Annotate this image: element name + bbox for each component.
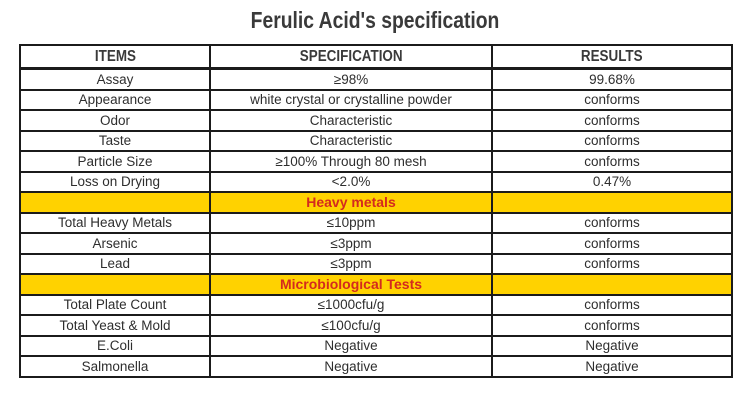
item-cell: Odor — [19, 109, 211, 132]
result-cell: conforms — [491, 150, 733, 173]
result-cell: conforms — [491, 293, 733, 316]
item-cell: Loss on Drying — [19, 170, 211, 193]
result-cell: conforms — [491, 252, 733, 275]
table-row: E.Coli Negative Negative — [19, 334, 733, 357]
spec-cell: ≥98% — [209, 67, 493, 91]
item-cell: Arsenic — [19, 232, 211, 255]
spec-cell: ≤3ppm — [209, 232, 493, 255]
spec-cell: Negative — [209, 334, 493, 357]
result-cell: 0.47% — [491, 170, 733, 193]
column-header-specification: SPECIFICATION — [209, 44, 493, 70]
item-cell: Particle Size — [19, 150, 211, 173]
result-cell: conforms — [491, 211, 733, 234]
table-row: Arsenic ≤3ppm conforms — [19, 232, 733, 255]
spec-cell: Negative — [209, 355, 493, 378]
table-row: Total Heavy Metals ≤10ppm conforms — [19, 211, 733, 234]
column-header-items: ITEMS — [19, 44, 211, 70]
section-empty-cell — [491, 273, 733, 296]
table-row: Taste Characteristic conforms — [19, 129, 733, 152]
table-row: Particle Size ≥100% Through 80 mesh conf… — [19, 150, 733, 173]
column-header-results: RESULTS — [491, 44, 733, 70]
section-row-heavy-metals: Heavy metals — [19, 191, 733, 214]
spec-cell: ≤100cfu/g — [209, 314, 493, 337]
table-row: Loss on Drying <2.0% 0.47% — [19, 170, 733, 193]
spec-cell: ≤1000cfu/g — [209, 293, 493, 316]
table-row: Appearance white crystal or crystalline … — [19, 88, 733, 111]
section-empty-cell — [19, 191, 211, 214]
item-cell: Total Yeast & Mold — [19, 314, 211, 337]
item-cell: Appearance — [19, 88, 211, 111]
table-row: Odor Characteristic conforms — [19, 109, 733, 132]
item-cell: E.Coli — [19, 334, 211, 357]
spec-cell: Characteristic — [209, 129, 493, 152]
result-cell: Negative — [491, 334, 733, 357]
spec-cell: ≤3ppm — [209, 252, 493, 275]
item-cell: Assay — [19, 67, 211, 91]
section-empty-cell — [19, 273, 211, 296]
header-row: ITEMS SPECIFICATION RESULTS — [19, 44, 733, 70]
result-cell: conforms — [491, 109, 733, 132]
result-cell: conforms — [491, 129, 733, 152]
table-row: Lead ≤3ppm conforms — [19, 252, 733, 275]
item-cell: Taste — [19, 129, 211, 152]
section-label: Microbiological Tests — [209, 273, 493, 296]
section-label: Heavy metals — [209, 191, 493, 214]
section-row-microbiological-tests: Microbiological Tests — [19, 273, 733, 296]
item-cell: Total Plate Count — [19, 293, 211, 316]
item-cell: Salmonella — [19, 355, 211, 378]
result-cell: Negative — [491, 355, 733, 378]
result-cell: conforms — [491, 232, 733, 255]
table-row: Assay ≥98% 99.68% — [19, 67, 733, 91]
page-title: Ferulic Acid's specification — [19, 7, 731, 34]
result-cell: 99.68% — [491, 67, 733, 91]
spec-cell: <2.0% — [209, 170, 493, 193]
item-cell: Lead — [19, 252, 211, 275]
item-cell: Total Heavy Metals — [19, 211, 211, 234]
spec-cell: ≤10ppm — [209, 211, 493, 234]
table-row: Total Plate Count ≤1000cfu/g conforms — [19, 293, 733, 316]
result-cell: conforms — [491, 88, 733, 111]
section-empty-cell — [491, 191, 733, 214]
spec-cell: ≥100% Through 80 mesh — [209, 150, 493, 173]
table-row: Total Yeast & Mold ≤100cfu/g conforms — [19, 314, 733, 337]
result-cell: conforms — [491, 314, 733, 337]
page-title-text: Ferulic Acid's specification — [250, 7, 500, 33]
spec-cell: white crystal or crystalline powder — [209, 88, 493, 111]
table-row: Salmonella Negative Negative — [19, 355, 733, 378]
specification-table: ITEMS SPECIFICATION RESULTS Assay ≥98% 9… — [19, 44, 733, 378]
spec-cell: Characteristic — [209, 109, 493, 132]
